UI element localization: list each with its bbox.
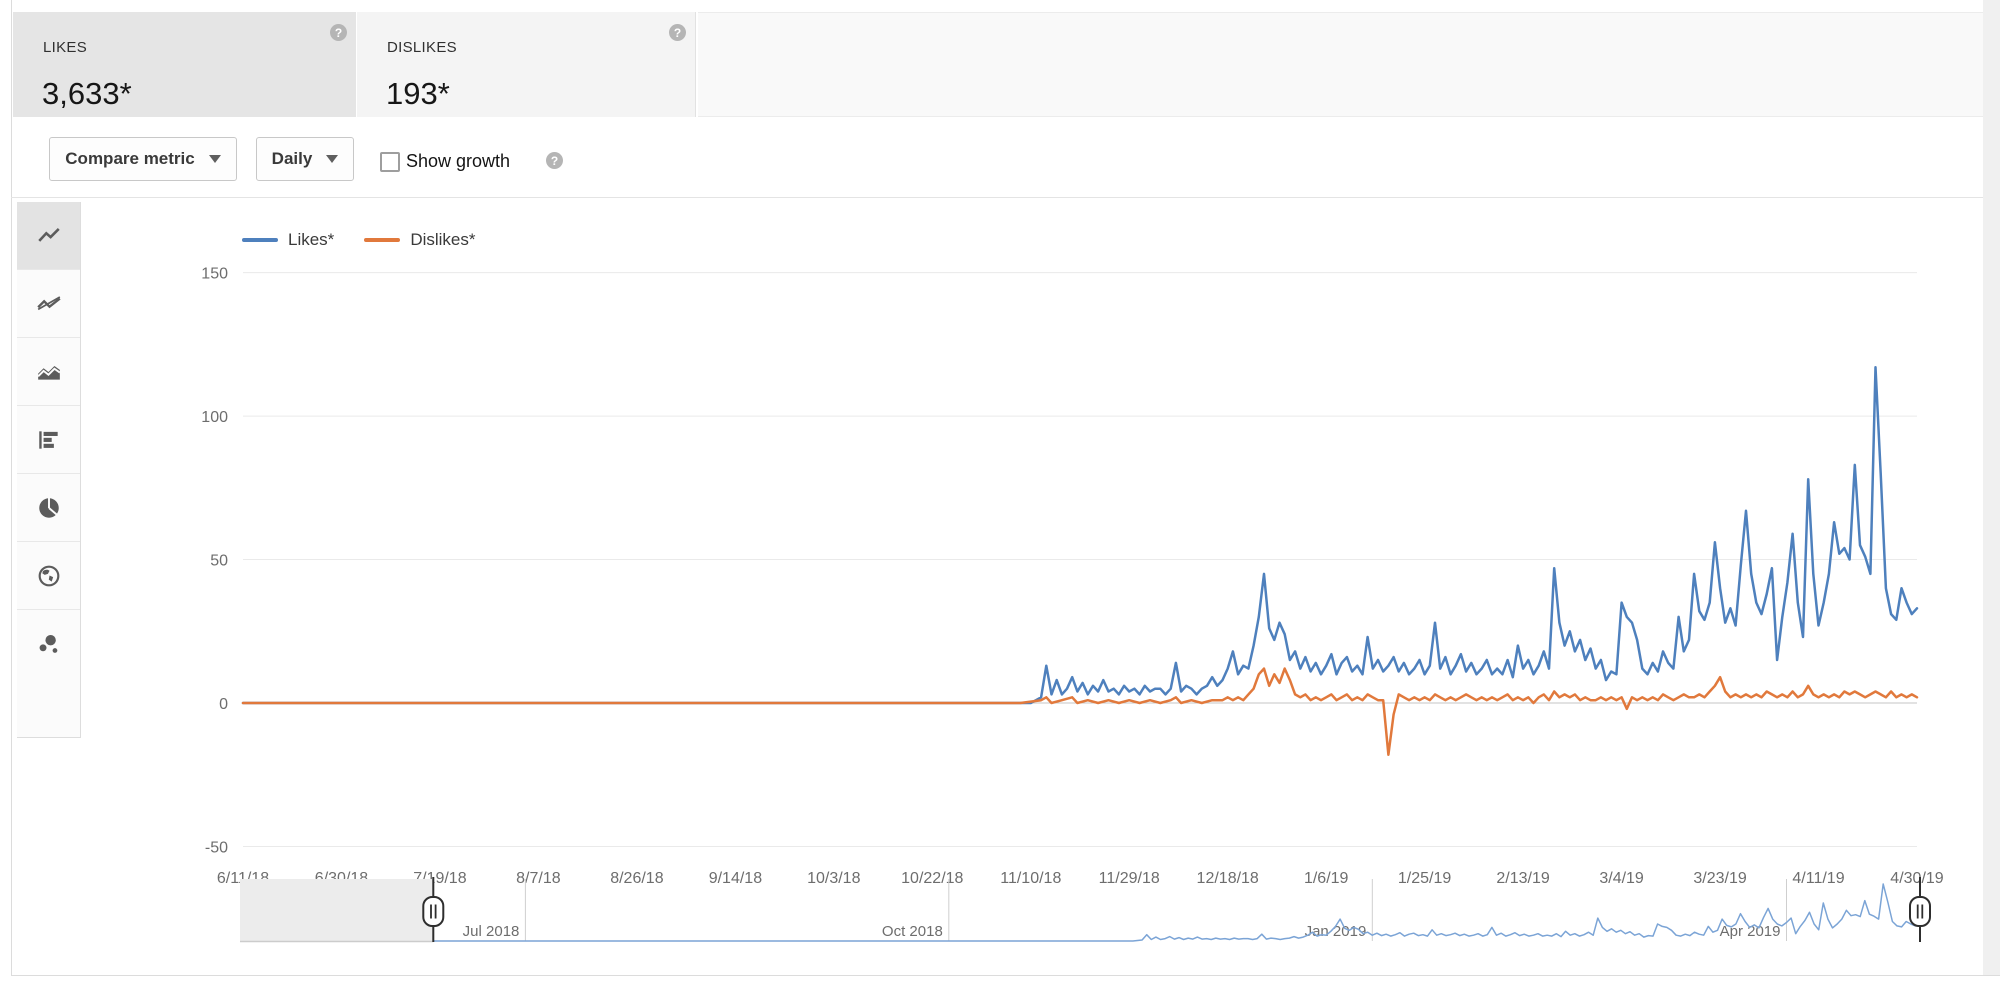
sidebar-item-area-chart[interactable] xyxy=(17,338,80,406)
x-axis-label: 10/3/18 xyxy=(807,870,860,887)
range-handle-right[interactable] xyxy=(1909,877,1931,942)
x-axis-label: 12/18/18 xyxy=(1197,870,1259,887)
x-axis-label: 4/30/19 xyxy=(1890,870,1943,887)
likes-swatch xyxy=(242,238,278,242)
compare-metric-button[interactable]: Compare metric xyxy=(49,137,237,181)
bar-chart-icon xyxy=(36,427,62,453)
page-left-border xyxy=(11,0,12,975)
help-icon[interactable]: ? xyxy=(669,24,686,41)
x-axis-label: 1/6/19 xyxy=(1304,870,1349,887)
y-axis-label: 50 xyxy=(210,553,228,570)
bubble-chart-icon xyxy=(36,631,62,657)
chevron-down-icon xyxy=(326,155,339,163)
y-axis-label: 150 xyxy=(201,266,228,283)
x-axis-label: 10/22/18 xyxy=(901,870,963,887)
x-axis-label: 11/10/18 xyxy=(1000,870,1061,887)
dislikes-card-label: DISLIKES xyxy=(387,39,457,56)
show-growth-checkbox[interactable] xyxy=(380,152,400,172)
sidebar-item-bubble-chart[interactable] xyxy=(17,610,80,678)
y-axis-label: 0 xyxy=(219,696,228,713)
sparkline-compare-icon xyxy=(36,291,62,317)
pie-chart-icon xyxy=(36,495,62,521)
chevron-down-icon xyxy=(208,155,221,163)
interval-button[interactable]: Daily xyxy=(256,137,354,181)
toolbar-divider xyxy=(11,197,2000,198)
dislikes-card-value: 193* xyxy=(386,76,450,111)
chart-type-sidebar xyxy=(17,202,81,738)
x-axis-label: 8/7/18 xyxy=(516,870,561,887)
legend-dislikes-label: Dislikes* xyxy=(410,230,476,249)
dislikes-line xyxy=(241,667,1919,756)
x-axis-label: 3/4/19 xyxy=(1599,870,1644,887)
help-icon[interactable]: ? xyxy=(546,152,563,169)
y-axis-label: 100 xyxy=(201,409,228,426)
metric-card-empty-slot xyxy=(698,12,1983,117)
area-chart-icon xyxy=(36,359,62,385)
line-chart-icon xyxy=(36,223,62,249)
range-unselected-region[interactable] xyxy=(240,879,434,941)
metric-card-likes[interactable]: LIKES 3,633* ? xyxy=(13,12,356,117)
timeline-quarter-label: Jan 2019 xyxy=(1305,923,1367,940)
x-axis-label: 11/29/18 xyxy=(1099,870,1160,887)
likes-card-label: LIKES xyxy=(43,39,88,56)
likes-line xyxy=(241,366,1919,705)
interval-label: Daily xyxy=(271,149,313,168)
timeline-quarter-label: Apr 2019 xyxy=(1720,923,1781,940)
x-axis-label: 9/14/18 xyxy=(709,870,762,887)
x-axis-label: 4/11/19 xyxy=(1792,870,1844,887)
sidebar-item-pie-chart[interactable] xyxy=(17,474,80,542)
x-axis-label: 1/25/19 xyxy=(1398,870,1451,887)
sidebar-item-line-chart[interactable] xyxy=(17,202,80,270)
sidebar-item-sparkline-compare-chart[interactable] xyxy=(17,270,80,338)
x-axis-label: 3/23/19 xyxy=(1693,870,1746,887)
dislikes-swatch xyxy=(364,238,401,242)
likes-card-value: 3,633* xyxy=(42,76,132,111)
sidebar-item-bar-chart[interactable] xyxy=(17,406,80,474)
x-axis-label: 2/13/19 xyxy=(1496,870,1549,887)
page-bottom-border xyxy=(11,975,2000,976)
metric-card-dislikes[interactable]: DISLIKES 193* ? xyxy=(357,12,696,117)
timeline-sparkline xyxy=(433,883,1921,942)
range-handle-left[interactable] xyxy=(422,877,445,942)
chart-legend: Likes* Dislikes* xyxy=(242,230,506,250)
legend-item-likes: Likes* xyxy=(242,230,334,250)
globe-icon xyxy=(36,563,62,589)
compare-metric-label: Compare metric xyxy=(65,149,195,168)
y-axis-label: -50 xyxy=(205,840,228,857)
legend-likes-label: Likes* xyxy=(288,230,335,249)
scrollbar-gutter[interactable] xyxy=(1983,0,2000,975)
show-growth-label: Show growth xyxy=(406,151,511,171)
help-icon[interactable]: ? xyxy=(330,24,347,41)
x-axis-label: 8/26/18 xyxy=(610,870,663,887)
timeline-quarter-label: Jul 2018 xyxy=(463,923,520,940)
timeline-quarter-label: Oct 2018 xyxy=(882,923,943,940)
sidebar-item-map-chart[interactable] xyxy=(17,542,80,610)
legend-item-dislikes: Dislikes* xyxy=(364,230,476,250)
